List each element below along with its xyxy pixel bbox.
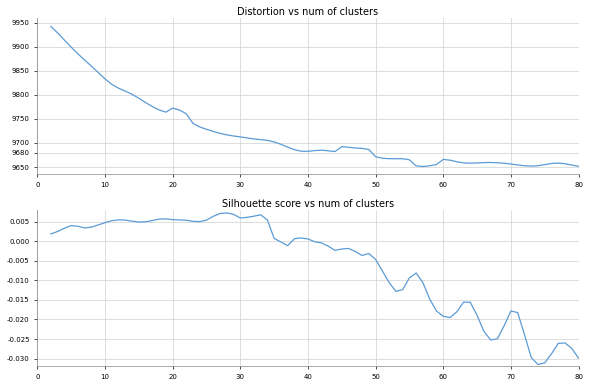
Title: Silhouette score vs num of clusters: Silhouette score vs num of clusters <box>222 199 394 209</box>
Title: Distortion vs num of clusters: Distortion vs num of clusters <box>237 7 379 17</box>
